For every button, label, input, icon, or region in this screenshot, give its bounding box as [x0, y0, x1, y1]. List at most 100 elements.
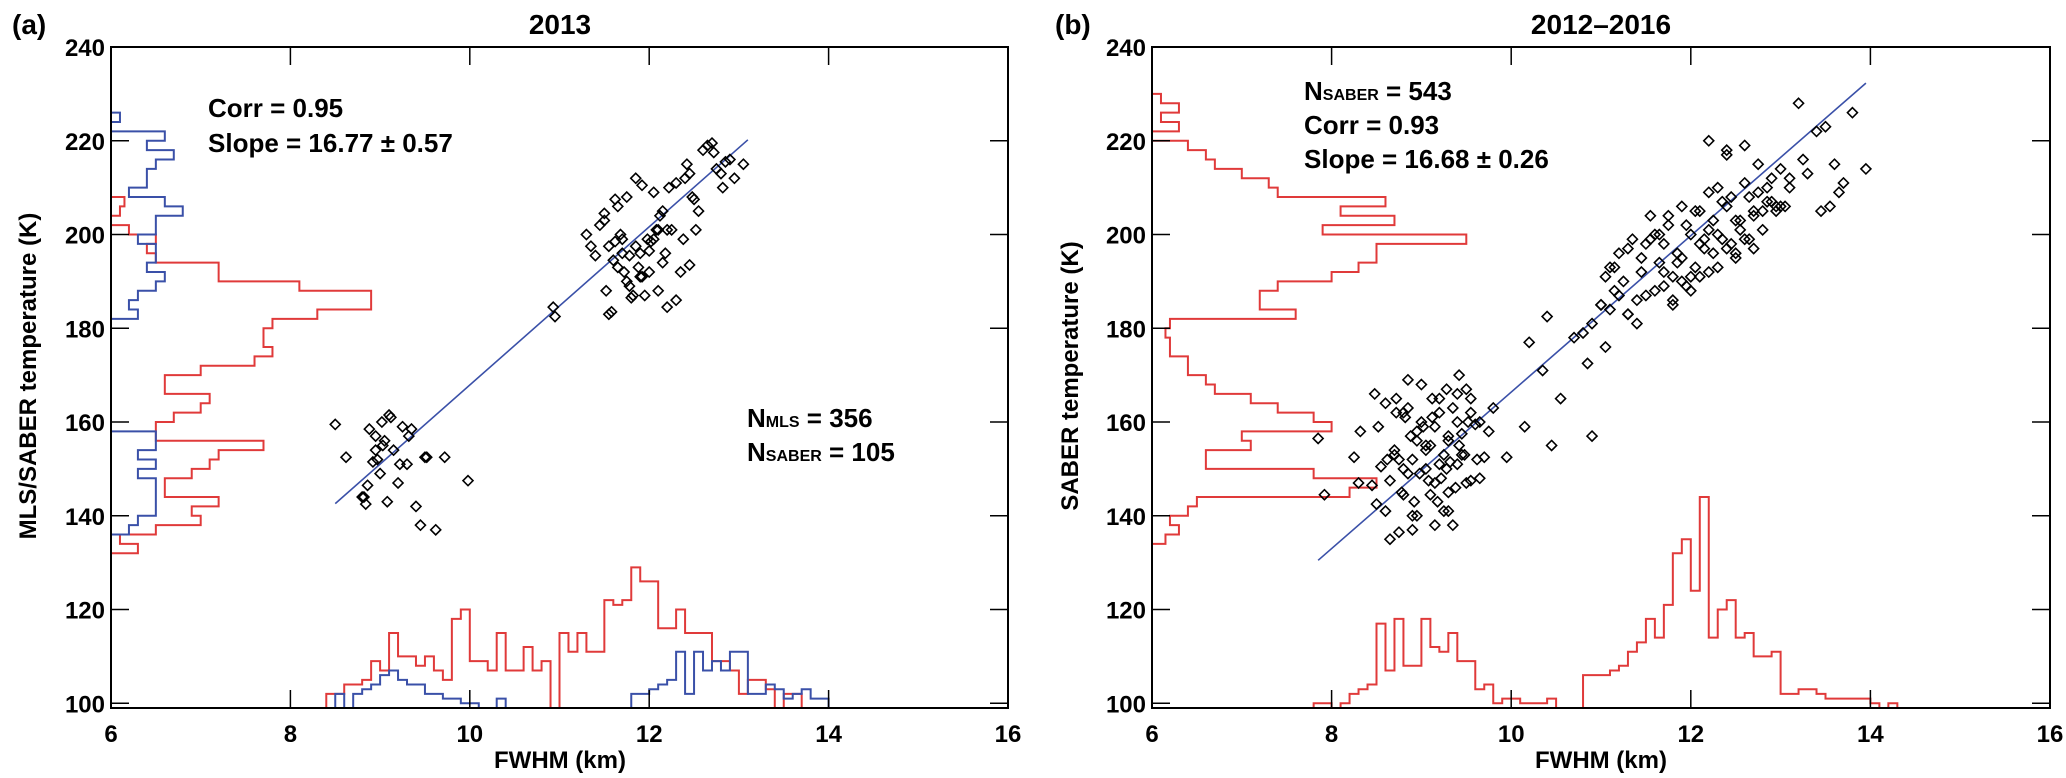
data-point [1397, 488, 1410, 501]
y-tick-label: 140 [65, 504, 105, 531]
data-point [1442, 486, 1455, 499]
data-point [359, 497, 372, 511]
data-point [659, 247, 672, 260]
data-point [674, 265, 687, 279]
corr-annotation: Corr = 0.95 [208, 93, 343, 123]
data-point [1765, 172, 1778, 185]
data-point [737, 158, 750, 171]
data-point [1711, 228, 1724, 241]
data-point [1702, 134, 1715, 147]
data-point [363, 422, 376, 436]
data-point [1608, 284, 1621, 297]
fit-line-group [334, 139, 749, 505]
data-point [1500, 451, 1513, 464]
data-point [366, 455, 380, 469]
data-point [1464, 392, 1477, 405]
data-point [1419, 439, 1433, 452]
data-point [623, 249, 636, 262]
data-point [661, 223, 674, 236]
y-axis-label: MLS/SABER temperature (K) [15, 213, 42, 540]
data-point [652, 223, 665, 236]
data-point [1612, 247, 1626, 260]
data-point [653, 209, 667, 222]
data-point [1666, 294, 1679, 307]
data-point [1621, 242, 1635, 255]
data-point [1431, 495, 1444, 508]
data-point [1368, 387, 1381, 401]
data-point [1424, 488, 1437, 501]
data-point [598, 214, 611, 227]
data-point [1428, 420, 1442, 433]
panel-label: (a) [12, 9, 46, 40]
data-point [1473, 472, 1486, 485]
data-point [1639, 289, 1653, 302]
data-point [1451, 458, 1464, 471]
data-point [1422, 474, 1435, 487]
data-point [1460, 476, 1473, 490]
n-saber-sub: SABER [1323, 87, 1379, 104]
data-point [361, 479, 374, 492]
panel-label: (b) [1055, 9, 1091, 40]
data-point [1644, 233, 1657, 246]
data-point [1594, 298, 1608, 311]
n-saber-annotation: NSABER = 543 [1304, 76, 1452, 106]
data-point [1585, 429, 1599, 443]
data-point [723, 153, 737, 166]
data-point [1365, 479, 1379, 492]
x-axis-label: FWHM (km) [1535, 747, 1667, 774]
data-point [1460, 383, 1473, 396]
data-point [1536, 364, 1549, 377]
data-point [689, 223, 702, 236]
data-point [1711, 181, 1724, 194]
data-point [1823, 200, 1837, 213]
data-point [1576, 326, 1590, 340]
y-tick-label: 180 [1106, 316, 1146, 343]
panel-a: (a) 2013 6 8 10 12 14 16 100 120 140 160 180 200 220… [12, 9, 1021, 774]
legend-n-saber-main: N [747, 437, 766, 467]
data-point [656, 204, 669, 218]
data-point [1437, 504, 1450, 518]
data-point [1644, 209, 1657, 222]
data-point [617, 265, 631, 279]
data-point [598, 207, 611, 220]
data-point [1635, 251, 1648, 265]
data-point [1379, 397, 1392, 410]
data-point [1446, 401, 1459, 415]
data-point [1554, 392, 1567, 405]
data-point [1617, 275, 1630, 288]
data-point [1390, 406, 1403, 419]
data-point [1594, 298, 1608, 311]
legend-n-mls-value: = 356 [800, 403, 873, 433]
data-point [656, 256, 669, 269]
data-point [1653, 256, 1666, 269]
data-point [1523, 336, 1536, 349]
data-point [1437, 448, 1450, 461]
data-point [669, 294, 683, 307]
legend-n-mls: NMLS = 356 [747, 403, 873, 433]
data-point [602, 308, 615, 321]
data-point [418, 451, 432, 464]
data-point [1428, 519, 1442, 532]
x-tick-label: 8 [284, 721, 297, 748]
data-point [650, 223, 663, 236]
data-point [1455, 448, 1468, 461]
data-point [1347, 451, 1361, 464]
data-point [1406, 453, 1419, 466]
data-point [1374, 460, 1388, 473]
data-point [1599, 270, 1612, 283]
data-point [1446, 519, 1459, 532]
data-point [1792, 97, 1805, 110]
data-point [626, 289, 640, 302]
data-point [400, 458, 414, 471]
data-point [548, 310, 562, 323]
data-point [661, 301, 674, 314]
data-point [635, 179, 649, 192]
data-point [1720, 144, 1733, 157]
data-point [1383, 533, 1397, 546]
data-point [1581, 357, 1594, 370]
data-point [1716, 195, 1729, 208]
data-point [420, 451, 433, 464]
corr-annotation: Corr = 0.93 [1304, 110, 1439, 140]
data-point [1769, 204, 1783, 218]
data-point [692, 204, 705, 218]
